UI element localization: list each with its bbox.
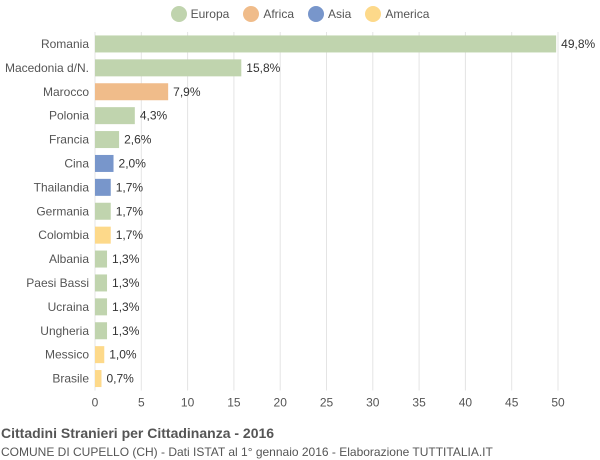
legend-swatch-america <box>365 6 382 22</box>
bar-6 <box>95 178 111 196</box>
category-label-2: Marocco <box>43 85 89 99</box>
x-tick-label-45: 45 <box>505 396 519 410</box>
category-label-12: Ungheria <box>40 324 89 338</box>
bar-9 <box>95 250 108 268</box>
legend-swatch-africa <box>243 6 260 22</box>
chart-title: Cittadini Stranieri per Cittadinanza - 2… <box>1 425 275 441</box>
legend-item-africa: Africa <box>243 6 294 22</box>
category-label-7: Germania <box>36 204 89 218</box>
legend-label-africa: Africa <box>263 7 295 21</box>
category-label-5: Cina <box>64 156 89 170</box>
legend-swatch-asia <box>308 6 325 22</box>
bar-12 <box>95 322 108 340</box>
category-label-0: Romania <box>41 37 89 51</box>
bar-14 <box>95 370 102 388</box>
category-label-4: Francia <box>49 133 89 147</box>
category-label-10: Paesi Bassi <box>26 276 89 290</box>
value-label-10: 1,3% <box>112 276 140 290</box>
category-label-13: Messico <box>45 348 89 362</box>
value-label-13: 1,0% <box>109 348 137 362</box>
value-label-3: 4,3% <box>140 109 168 123</box>
legend-item-europa: Europa <box>170 6 230 22</box>
x-tick-label-10: 10 <box>181 396 195 410</box>
bar-0 <box>95 35 557 53</box>
bar-4 <box>95 131 120 149</box>
legend-swatch-europa <box>170 6 187 22</box>
x-tick-label-0: 0 <box>92 396 99 410</box>
category-label-6: Thailandia <box>34 180 90 194</box>
value-label-7: 1,7% <box>116 204 144 218</box>
value-label-1: 15,8% <box>246 61 280 75</box>
legend: Europa Africa Asia America <box>0 6 600 22</box>
bar-1 <box>95 59 242 77</box>
value-label-12: 1,3% <box>112 324 140 338</box>
legend-label-america: America <box>385 7 430 21</box>
chart-subtitle: COMUNE DI CUPELLO (CH) - Dati ISTAT al 1… <box>1 445 493 459</box>
value-label-0: 49,8% <box>561 37 595 51</box>
bar-2 <box>95 83 169 101</box>
value-label-14: 0,7% <box>106 372 134 386</box>
category-label-3: Polonia <box>49 109 89 123</box>
value-label-11: 1,3% <box>112 300 140 314</box>
category-label-9: Albania <box>49 252 89 266</box>
x-tick-label-40: 40 <box>459 396 473 410</box>
x-tick-label-35: 35 <box>412 396 426 410</box>
x-tick-label-5: 5 <box>138 396 145 410</box>
legend-item-asia: Asia <box>308 6 351 22</box>
category-label-1: Macedonia d/N. <box>5 61 89 75</box>
bar-chart: 0 5 10 15 20 25 30 35 40 45 50 Romania 49,8% Macedoni… <box>5 32 596 410</box>
x-tick-label-20: 20 <box>274 396 288 410</box>
category-label-14: Brasile <box>52 372 89 386</box>
bar-11 <box>95 298 108 316</box>
value-label-2: 7,9% <box>173 85 201 99</box>
value-label-4: 2,6% <box>124 133 152 147</box>
bar-5 <box>95 154 114 172</box>
legend-item-america: America <box>365 6 429 22</box>
category-label-11: Ucraina <box>48 300 90 314</box>
x-tick-label-50: 50 <box>551 396 565 410</box>
legend-label-asia: Asia <box>328 7 352 21</box>
bar-8 <box>95 226 111 244</box>
x-tick-label-30: 30 <box>366 396 380 410</box>
bar-13 <box>95 346 105 364</box>
legend-label-europa: Europa <box>190 7 230 21</box>
value-label-5: 2,0% <box>119 156 147 170</box>
value-label-9: 1,3% <box>112 252 140 266</box>
x-tick-label-15: 15 <box>227 396 241 410</box>
bar-3 <box>95 107 135 125</box>
x-tick-label-25: 25 <box>320 396 334 410</box>
category-label-8: Colombia <box>38 228 89 242</box>
bar-7 <box>95 202 111 220</box>
value-label-8: 1,7% <box>116 228 144 242</box>
bar-10 <box>95 274 108 292</box>
value-label-6: 1,7% <box>116 180 144 194</box>
